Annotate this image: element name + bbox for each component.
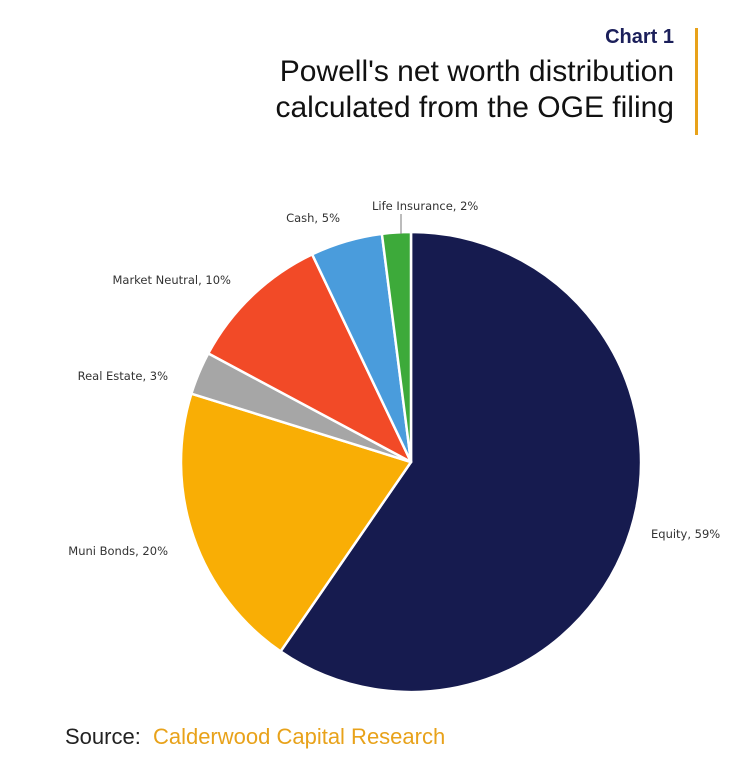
pie-labels: Equity, 59% Muni Bonds, 20% Real Estate, 3… bbox=[68, 199, 720, 558]
accent-bar bbox=[695, 28, 698, 135]
slice-label-4: Cash, 5% bbox=[286, 211, 340, 225]
chart-title-line-2: calculated from the OGE filing bbox=[275, 91, 674, 124]
pie-slice-5 bbox=[380, 230, 413, 464]
chart-title-line-1: Powell's net worth distribution bbox=[279, 55, 674, 88]
pie-slice-3 bbox=[207, 253, 413, 464]
pie-slice-0 bbox=[279, 230, 643, 694]
pie-chart: Equity, 59% Muni Bonds, 20% Real Estate, 3… bbox=[68, 199, 720, 694]
pie-slices bbox=[179, 230, 643, 694]
slice-label-5: Life Insurance, 2% bbox=[372, 199, 478, 213]
slice-label-1: Muni Bonds, 20% bbox=[68, 544, 168, 558]
slice-label-3: Market Neutral, 10% bbox=[112, 273, 231, 287]
source-footer: Source: Calderwood Capital Research bbox=[65, 724, 445, 750]
source-name: Calderwood Capital Research bbox=[152, 724, 446, 749]
chart-number: Chart 1 bbox=[605, 26, 674, 48]
pie-slice-1 bbox=[179, 392, 413, 653]
slice-label-2: Real Estate, 3% bbox=[78, 369, 168, 383]
chart-header: Chart 1 Powell's net worth distribution … bbox=[275, 20, 686, 126]
slice-label-0: Equity, 59% bbox=[651, 527, 720, 541]
source-label: Source: bbox=[65, 724, 141, 749]
